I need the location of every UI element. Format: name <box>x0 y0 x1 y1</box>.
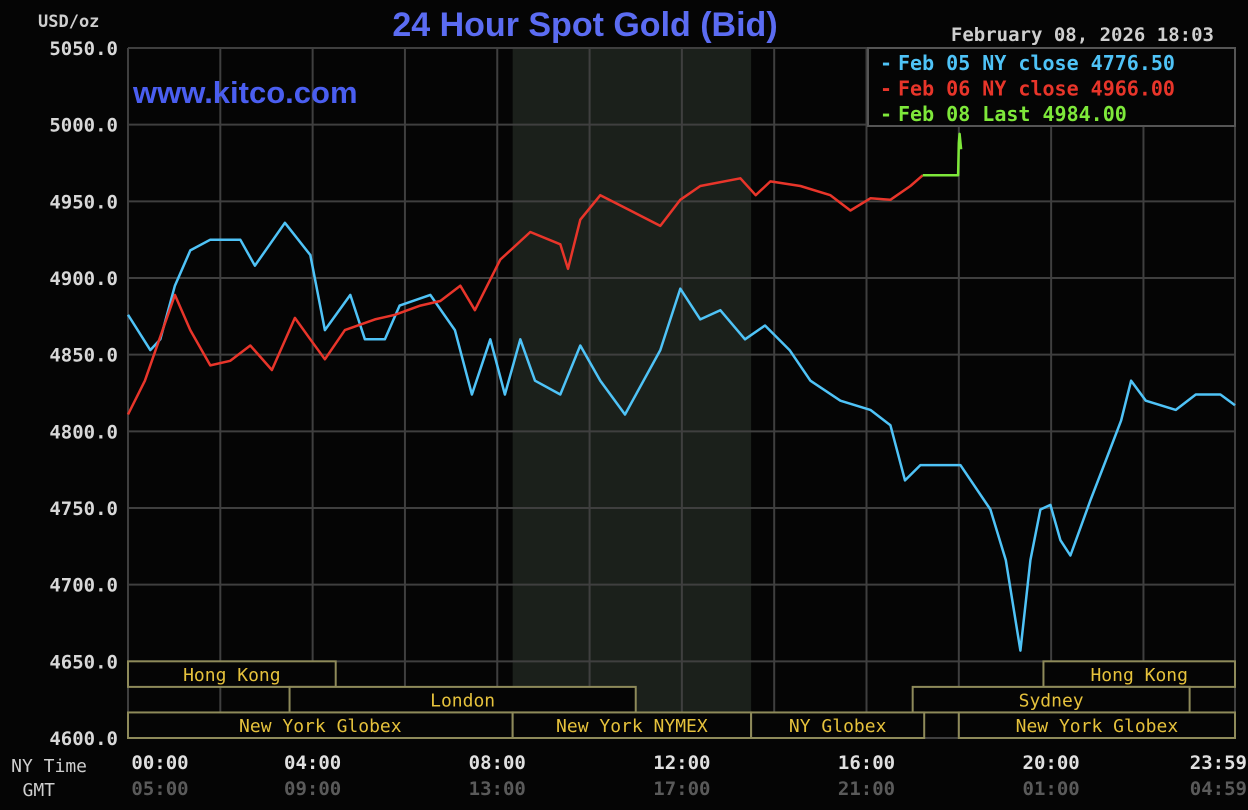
market-sessions: Hong Kong Hong Kong London Sydney New York G… <box>127 660 1237 740</box>
y-tick-label: 4850.0 <box>49 345 118 367</box>
x-tick-label-ny: 04:00 <box>284 752 341 774</box>
y-tick-label: 4900.0 <box>49 268 118 290</box>
x-tick-label-gmt: 04:59 <box>1190 778 1247 800</box>
session-bar <box>288 685 637 714</box>
x-tick-label-ny: 23:59 <box>1190 752 1247 774</box>
session-bar <box>750 711 926 740</box>
legend: - Feb 05 NY close 4776.50- Feb 06 NY close… <box>867 47 1236 127</box>
session-bar <box>1042 660 1237 688</box>
session-bar <box>957 711 1236 740</box>
y-tick-label: 4700.0 <box>49 575 118 597</box>
x-tick-label-gmt: 21:00 <box>838 778 895 800</box>
watermark: www.kitco.com <box>132 75 358 110</box>
series-line <box>126 221 1236 652</box>
session-bar <box>127 660 337 688</box>
grid <box>127 47 1236 739</box>
x-axis-row-label: GMT <box>22 780 55 801</box>
session-label: New York Globex <box>1016 716 1179 737</box>
session-label: London <box>430 690 495 711</box>
x-tick-label-gmt: 01:00 <box>1023 778 1080 800</box>
y-axis-unit: USD/oz <box>38 12 99 32</box>
y-tick-label: 4750.0 <box>49 498 118 520</box>
shaded-period <box>512 48 752 738</box>
y-tick-label: 4950.0 <box>49 191 118 213</box>
series-line <box>126 174 924 416</box>
timestamp: February 08, 2026 18:03 <box>951 24 1214 46</box>
legend-marker: - <box>880 51 892 75</box>
legend-marker: - <box>880 102 892 126</box>
x-tick-label-ny: 08:00 <box>469 752 526 774</box>
x-tick-label-gmt: 17:00 <box>653 778 710 800</box>
chart-title: 24 Hour Spot Gold (Bid) <box>392 6 777 44</box>
y-axis: 5050.0 5000.0 4950.0 4900.0 4850.0 4800.0 4750… <box>49 38 118 750</box>
session-label: Hong Kong <box>1090 665 1188 686</box>
series-line <box>922 132 963 177</box>
session-label: New York Globex <box>239 716 402 737</box>
series-lines <box>126 132 1236 652</box>
y-tick-label: 4800.0 <box>49 421 118 443</box>
y-tick-label: 4650.0 <box>49 651 118 673</box>
legend-marker: - <box>880 77 892 101</box>
x-tick-label-ny: 12:00 <box>653 752 710 774</box>
x-tick-label-ny: 20:00 <box>1023 752 1080 774</box>
session-label: NY Globex <box>789 716 887 737</box>
session-label: New York NYMEX <box>556 716 708 737</box>
x-tick-label-gmt: 09:00 <box>284 778 341 800</box>
legend-entry: Feb 08 Last 4984.00 <box>898 102 1127 126</box>
x-axis-row-label: NY Time <box>11 756 87 777</box>
x-tick-label-ny: 16:00 <box>838 752 895 774</box>
y-tick-label: 5050.0 <box>49 38 118 60</box>
legend-entry: Feb 05 NY close 4776.50 <box>898 51 1175 75</box>
y-tick-label: 4600.0 <box>49 728 118 750</box>
legend-entry: Feb 06 NY close 4966.00 <box>898 77 1175 101</box>
y-tick-label: 5000.0 <box>49 115 118 137</box>
x-tick-label-ny: 00:00 <box>131 752 188 774</box>
session-label: Sydney <box>1019 690 1084 711</box>
session-label: Hong Kong <box>183 665 281 686</box>
x-tick-label-gmt: 05:00 <box>131 778 188 800</box>
x-axis: NY Time GMT 00:00 05:00 04:00 09:00 08:00 13:00… <box>11 752 1247 801</box>
x-tick-label-gmt: 13:00 <box>469 778 526 800</box>
